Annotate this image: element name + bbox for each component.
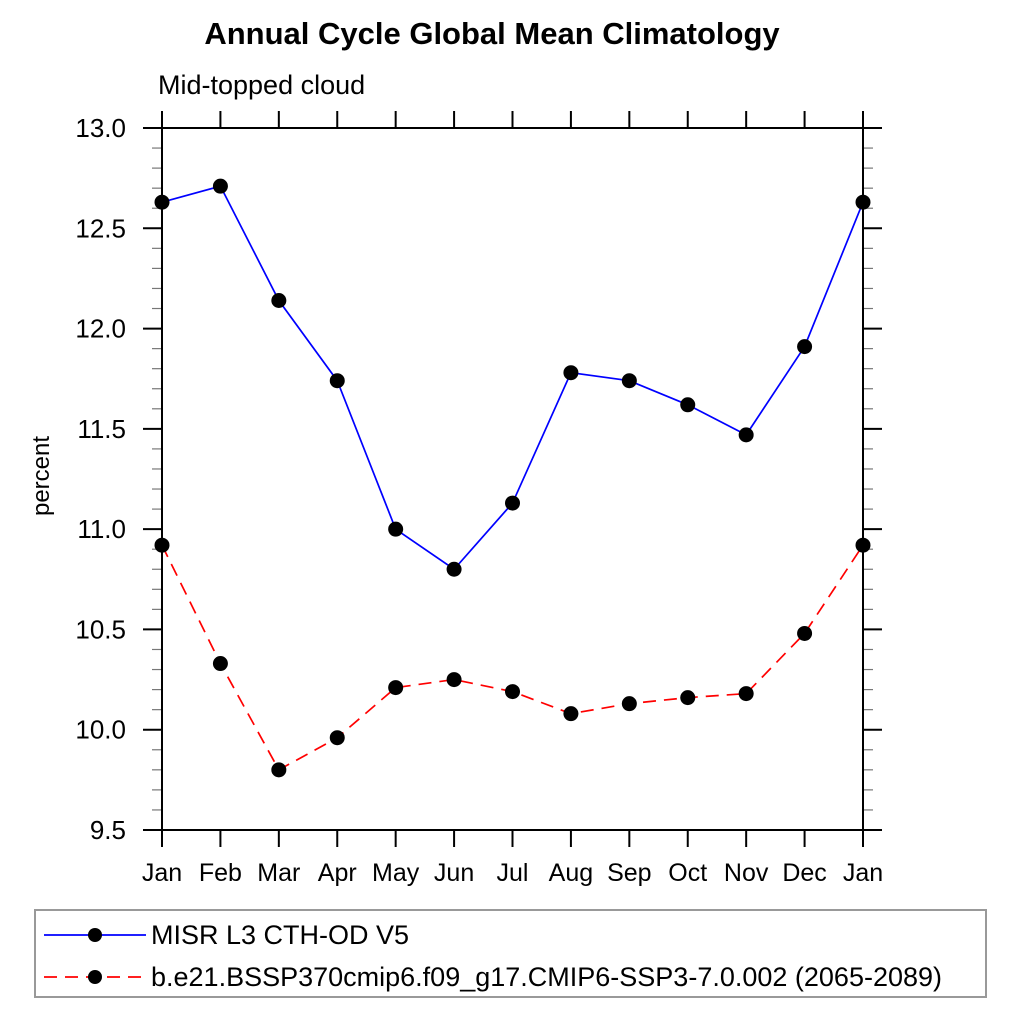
y-axis-tick-label: 12.0 — [75, 314, 126, 344]
series-line-1 — [161, 544, 864, 771]
x-axis-tick-label: Jul — [497, 859, 529, 887]
x-axis-tick-label: Sep — [607, 859, 651, 887]
x-axis-tick-label: Dec — [782, 859, 826, 887]
data-point-marker — [621, 696, 637, 712]
data-point-marker — [855, 194, 871, 210]
x-axis-tick-label: Oct — [668, 859, 707, 887]
data-point-marker — [446, 561, 462, 577]
x-axis-tick-label: Jan — [843, 859, 883, 887]
data-point-marker — [505, 495, 520, 511]
y-axis-tick-label: 12.5 — [75, 213, 126, 243]
data-point-marker — [797, 339, 813, 355]
data-point-marker — [212, 656, 228, 672]
y-axis-tick-label: 11.5 — [77, 414, 126, 444]
x-axis-tick-label: Nov — [724, 859, 769, 887]
chart-title: Annual Cycle Global Mean Climatology — [204, 16, 780, 51]
x-axis-tick-label: Mar — [257, 859, 300, 887]
data-point-marker — [271, 292, 287, 308]
legend-box: MISR L3 CTH-OD V5 b.e21.BSSP370cmip6.f09… — [34, 909, 987, 998]
data-point-marker — [446, 672, 462, 688]
y-axis-tick-label: 10.0 — [75, 715, 126, 745]
y-axis-tick-label: 11.0 — [77, 514, 126, 544]
data-point-marker — [212, 178, 228, 194]
x-axis-tick-label: Aug — [549, 859, 593, 887]
data-point-marker — [738, 686, 754, 702]
x-axis-tick-label: Jan — [142, 859, 182, 887]
data-point-marker — [563, 365, 579, 381]
series-line-0 — [161, 185, 864, 571]
legend-item-model: b.e21.BSSP370cmip6.f09_g17.CMIP6-SSP3-7.… — [42, 962, 942, 992]
x-axis-tick-label: Apr — [318, 859, 357, 887]
data-point-marker — [797, 625, 813, 641]
data-point-marker — [154, 194, 170, 210]
legend-line-sample-solid — [44, 928, 146, 942]
legend-line-sample-dashed — [44, 970, 146, 984]
plot-frame — [161, 127, 864, 831]
data-point-marker — [563, 706, 579, 722]
y-axis-tick-label: 13.0 — [75, 113, 126, 143]
data-point-marker — [154, 537, 170, 553]
data-point-marker — [738, 427, 754, 443]
data-point-marker — [621, 373, 637, 389]
legend-label-model: b.e21.BSSP370cmip6.f09_g17.CMIP6-SSP3-7.… — [151, 961, 943, 992]
x-axis-tick-label: May — [372, 859, 420, 887]
data-point-marker — [680, 397, 696, 413]
data-point-marker — [329, 373, 345, 389]
data-point-marker — [505, 684, 520, 700]
data-point-marker — [680, 690, 696, 706]
x-axis-tick-label: Jun — [434, 859, 474, 887]
y-axis-tick-label: 9.5 — [90, 815, 126, 845]
y-axis-tick-label: 10.5 — [75, 614, 126, 644]
data-point-marker — [271, 762, 287, 778]
chart-subtitle: Mid-topped cloud — [158, 70, 366, 100]
data-point-marker — [855, 537, 871, 553]
data-point-marker — [388, 680, 404, 696]
data-point-marker — [329, 730, 345, 746]
x-axis-tick-label: Feb — [199, 859, 242, 887]
legend-label-observation: MISR L3 CTH-OD V5 — [151, 919, 410, 950]
data-point-marker — [388, 521, 404, 537]
legend-item-observation: MISR L3 CTH-OD V5 — [42, 920, 409, 950]
